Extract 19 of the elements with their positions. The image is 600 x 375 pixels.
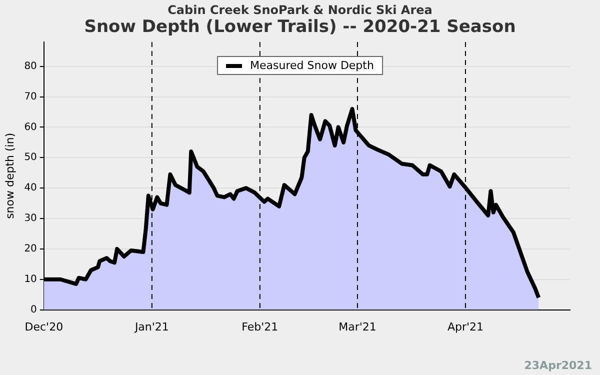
x-tick-label: Apr'21 [447,320,484,334]
y-tick-label: 20 [24,244,37,255]
x-tick-label: Feb'21 [242,320,278,334]
text: 23Apr2021 [524,359,592,372]
legend-label: Measured Snow Depth [250,59,374,72]
x-tick-label: Mar'21 [338,320,376,334]
chart-title: Snow Depth (Lower Trails) -- 2020-21 Season [83,17,517,37]
y-tick-label: 0 [30,304,37,316]
y-tick-label: 50 [24,152,37,164]
y-tick-label: 30 [24,213,37,224]
y-axis-title: snow depth (in) [3,132,16,219]
chart-subtitle: Cabin Creek SnoPark & Nordic Ski Area [166,3,434,17]
x-tick-label: Dec'20 [24,320,64,334]
y-tick-label: 60 [24,122,37,133]
y-tick-label: 70 [24,91,37,102]
y-tick-label: 10 [24,274,37,285]
y-tick-label: 40 [24,182,37,194]
y-tick-label: 80 [24,60,37,72]
x-tick-label: Jan'21 [134,320,169,334]
